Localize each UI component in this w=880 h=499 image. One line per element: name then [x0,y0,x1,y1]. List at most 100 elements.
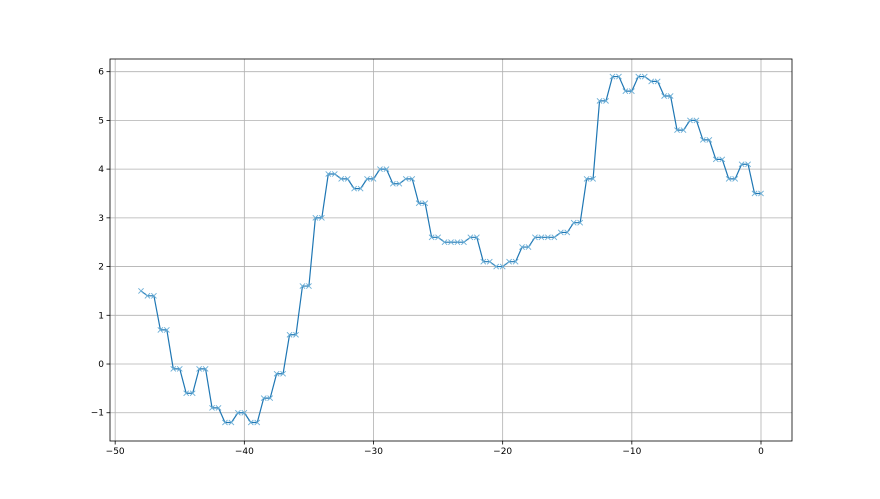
data-point-marker [506,258,513,265]
data-point-marker [280,370,287,377]
data-point-marker [603,97,609,104]
data-point-marker [486,258,493,265]
data-point-marker [525,244,532,250]
data-point-marker [467,234,474,241]
data-point-marker [389,180,396,187]
data-point-marker [680,127,687,134]
data-point-marker [473,234,480,241]
data-point-marker [544,234,551,241]
data-point-marker [712,156,719,163]
data-point-marker [596,97,603,104]
data-point-marker [196,365,203,372]
y-tick-label: 1 [98,311,104,321]
grid [110,59,792,441]
data-point-marker [325,171,332,177]
data-point-marker [460,239,467,246]
data-point-marker [402,175,409,182]
data-point-marker [532,234,538,241]
data-point-marker [383,166,390,173]
data-point-marker [364,175,370,182]
data-point-marker [519,244,525,250]
data-point-marker [732,175,739,182]
y-tick-label: 2 [98,263,104,273]
data-point-marker [247,419,254,426]
data-point-marker [454,239,461,246]
data-point-marker [693,117,700,124]
y-tick-label: 0 [98,360,104,370]
data-point-marker [357,185,364,192]
x-tick-label: −50 [106,447,125,457]
data-point-marker [222,419,228,426]
data-point-marker [577,219,584,226]
data-point-marker [751,190,758,197]
data-point-marker [661,93,668,99]
data-point-marker [635,73,642,80]
data-point-marker [622,88,629,95]
data-point-marker [706,136,713,143]
x-tick-label: −40 [235,447,254,457]
data-point-marker [615,73,622,80]
data-point-marker [628,88,635,95]
data-point-marker [370,175,377,182]
y-tick-label: 3 [98,214,104,224]
y-tick-label: −1 [91,409,104,419]
data-point-marker [351,185,358,192]
data-point-marker [293,331,299,338]
data-point-marker [228,419,235,426]
data-point-marker [163,326,170,333]
data-point-marker [144,292,151,299]
series-line [138,73,764,426]
data-point-marker [312,214,319,221]
series-polyline [140,75,761,424]
data-point-marker [557,229,564,236]
data-point-marker [570,219,577,226]
x-tick-label: 0 [758,447,764,457]
data-point-marker [480,258,487,265]
data-point-marker [441,239,448,246]
data-point-marker [377,166,383,173]
data-point-marker [493,263,500,270]
data-point-marker [170,365,177,372]
data-point-marker [150,292,157,299]
data-point-marker [687,117,693,124]
data-point-marker [758,190,764,197]
data-point-marker [499,263,506,270]
data-point-marker [725,175,732,182]
data-point-marker [641,73,648,80]
data-point-marker [338,175,345,182]
data-point-marker [273,370,280,377]
data-point-marker [209,404,215,411]
x-tick-label: −20 [493,447,512,457]
data-point-marker [344,175,351,182]
data-point-marker [260,395,267,402]
x-tick-label: −10 [622,447,641,457]
data-point-marker [564,229,571,236]
y-tick-label: 6 [98,68,104,78]
data-point-marker [667,93,674,99]
data-point-marker [305,283,312,289]
data-point-marker [674,127,680,134]
data-point-marker [157,326,164,333]
data-point-marker [609,73,616,80]
data-point-marker [409,175,416,182]
data-point-marker [654,78,661,85]
data-point-marker [234,409,241,416]
data-point-marker [215,404,222,411]
data-point-marker [183,390,190,397]
data-point-marker [176,365,183,372]
data-point-marker [745,161,752,168]
data-point-marker [202,365,209,372]
data-point-marker [448,239,454,246]
data-point-marker [415,200,422,207]
data-point-marker [299,283,306,289]
data-point-marker [719,156,726,163]
data-point-marker [428,234,435,241]
data-point-marker [551,234,558,241]
data-point-marker [422,200,429,207]
plot-frame [109,58,793,442]
data-point-marker [396,180,403,187]
data-point-marker [583,175,590,182]
data-point-marker [648,78,655,85]
data-point-marker [318,214,325,221]
